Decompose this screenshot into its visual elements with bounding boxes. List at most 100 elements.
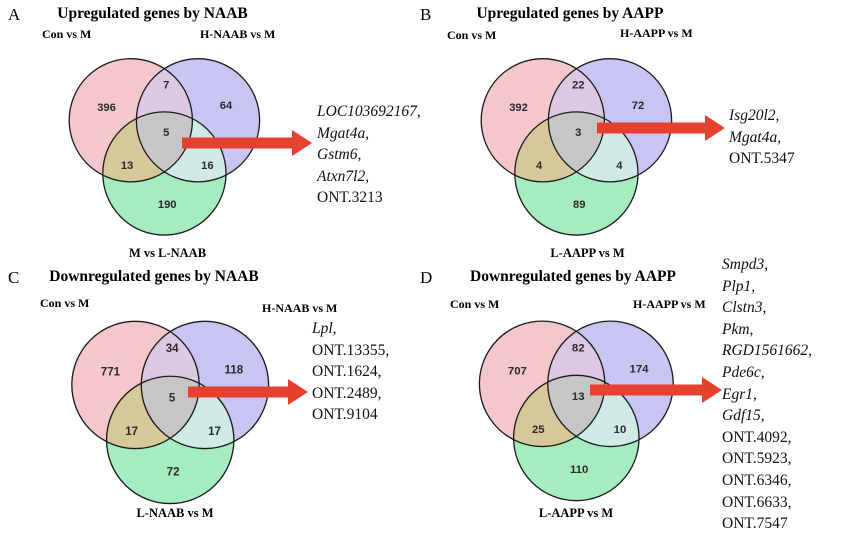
venn-diagram-c: 771 34 118 5 17 17 72 [71, 320, 270, 505]
gene-list-item: ONT.4092, [722, 428, 792, 446]
count-left-only: 771 [101, 366, 121, 378]
count-center: 13 [572, 391, 585, 403]
gene-list-item: ONT.6346, [722, 471, 792, 489]
circle-outline [547, 320, 674, 448]
gene-list-item: ONT.5923, [722, 450, 792, 468]
count-center: 5 [163, 127, 169, 139]
count-right-only: 118 [225, 364, 244, 376]
panel-title-c: Downregulated genes by NAAB [49, 268, 259, 285]
count-center: 5 [169, 392, 176, 404]
count-center: 3 [575, 127, 581, 139]
panel-title-d: Downregulated genes by AAPP [470, 268, 676, 285]
red-arrow-c [188, 379, 308, 405]
panel-letter-c: C [8, 268, 20, 287]
panel-letter-a: A [8, 5, 21, 24]
count-bottom-right-overlap: 10 [614, 424, 627, 436]
circle-outline [512, 374, 640, 502]
gene-list-item: RGD1561662, [722, 342, 812, 360]
gene-list-item: Isg20l2, [729, 107, 780, 124]
gene-list-item: Plp1, [722, 277, 756, 295]
gene-list-item: Gstm6, [317, 146, 362, 164]
gene-list-item: LOC103692167, [317, 103, 421, 120]
label-con-vs-m-a: Con vs M [42, 27, 92, 41]
panel-letter-d: D [420, 268, 433, 287]
circle-outline [478, 320, 606, 448]
gene-list-item: Egr1, [722, 385, 757, 403]
count-left-only: 396 [97, 102, 116, 114]
count-right-only: 64 [220, 100, 233, 112]
gene-list-item: Smpd3, [722, 256, 769, 273]
arrow-head [702, 377, 722, 403]
red-arrow-b [597, 115, 725, 141]
gene-list-d: Smpd3, Plp1, Clstn3, Pkm, RGD1561662, Pd… [722, 254, 812, 535]
red-arrow-d [590, 377, 722, 403]
gene-list-item: ONT.2489, [312, 384, 382, 402]
gene-list-b: Isg20l2, Mgat4a, ONT.5347 [729, 105, 795, 170]
count-bottom-right-overlap: 16 [201, 160, 213, 172]
panel-letter-b: B [420, 5, 432, 24]
gene-list-item: Lpl, [312, 320, 337, 337]
arrow-shaft [590, 384, 702, 396]
circle-outline [71, 320, 200, 450]
gene-list-item: Pde6c, [722, 363, 765, 381]
gene-list-item: Gdf15, [722, 407, 765, 425]
label-h-aapp-vs-m-b: H-AAPP vs M [620, 26, 693, 40]
label-con-vs-m-c: Con vs M [40, 296, 90, 310]
gene-list-item: ONT.13355, [312, 341, 390, 359]
gene-list-item: ONT.9104 [312, 406, 378, 424]
count-bottom-left-overlap: 17 [125, 426, 138, 438]
gene-list-a: LOC103692167, Mgat4a, Gstm6, Atxn7l2, ON… [317, 101, 421, 209]
count-left-only: 707 [508, 365, 527, 377]
arrow-shaft [597, 122, 705, 134]
gene-list-item: Atxn7l2, [317, 167, 370, 185]
gene-list-item: ONT.1624, [312, 363, 382, 381]
label-l-naab-vs-m-c: L-NAAB vs M [136, 506, 214, 520]
count-right-only: 72 [632, 100, 644, 112]
gene-list-item: Pkm, [722, 320, 754, 338]
panel-title-a: Upregulated genes by NAAB [57, 5, 248, 22]
count-bottom-only: 110 [570, 464, 588, 476]
count-right-only: 174 [629, 363, 649, 375]
count-bottom-left-overlap: 13 [121, 160, 133, 172]
count-bottom-only: 72 [167, 467, 180, 479]
label-l-aapp-vs-m-b: L-AAPP vs M [550, 246, 625, 260]
count-bottom-left-overlap: 25 [532, 424, 545, 436]
gene-list-c: Lpl, ONT.13355, ONT.1624, ONT.2489, ONT.… [312, 318, 389, 426]
arrow-head [292, 130, 312, 156]
label-h-naab-vs-m-a: H-NAAB vs M [200, 27, 276, 41]
arrow-shaft [188, 386, 288, 398]
gene-list-item: ONT.3213 [317, 189, 383, 207]
label-m-vs-l-naab-a: M vs L-NAAB [128, 246, 207, 260]
gene-list-item: ONT.5347 [729, 150, 795, 168]
red-arrow-a [182, 130, 312, 156]
arrow-shaft [182, 137, 292, 149]
count-bottom-only: 190 [158, 199, 177, 211]
count-left-only: 392 [509, 102, 528, 114]
gene-list-item: ONT.7547 [722, 515, 788, 533]
gene-list-item: Clstn3, [722, 299, 767, 317]
circle-outline [135, 58, 261, 183]
count-bottom-left-overlap: 4 [536, 160, 543, 172]
circle-outline [547, 58, 673, 183]
panel-title-b: Upregulated genes by AAPP [476, 5, 664, 22]
gene-list-item: Mgat4a, [317, 124, 370, 142]
arrow-head [705, 115, 725, 141]
circle-outline [105, 375, 235, 505]
venn-diagram-d: 707 82 174 13 25 10 110 [478, 320, 674, 502]
count-top-overlap: 82 [572, 343, 585, 355]
label-con-vs-m-d: Con vs M [450, 297, 500, 311]
label-l-aapp-vs-m-d: L-AAPP vs M [538, 506, 614, 520]
count-bottom-right-overlap: 17 [208, 426, 221, 438]
circle-outline [514, 111, 639, 236]
count-top-overlap: 7 [163, 80, 169, 92]
label-con-vs-m-b: Con vs M [447, 28, 497, 42]
circle-outline [102, 111, 227, 236]
count-top-overlap: 34 [166, 343, 179, 355]
circle-outline [68, 58, 194, 183]
count-bottom-only: 89 [573, 199, 585, 211]
count-bottom-right-overlap: 4 [616, 160, 623, 172]
